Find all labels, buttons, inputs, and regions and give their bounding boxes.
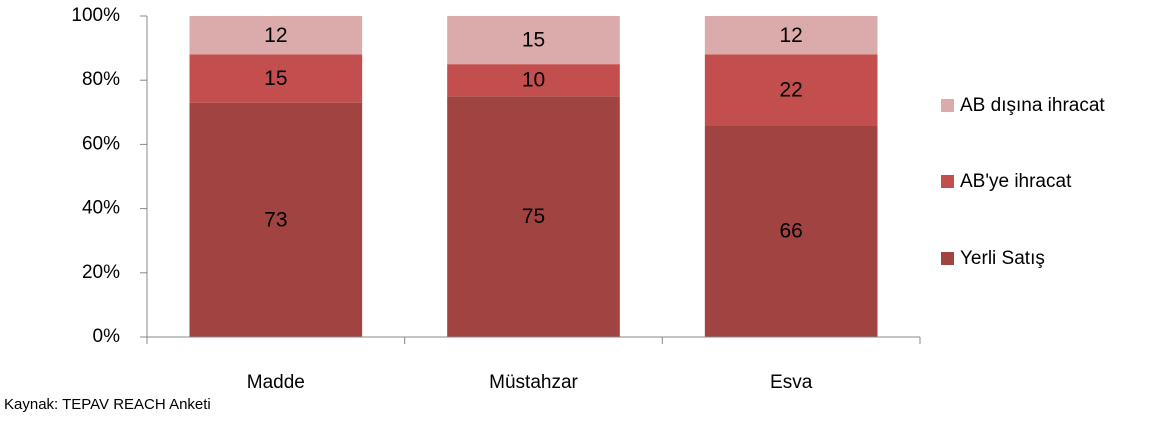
data-label: 75 [522,205,545,228]
data-label: 12 [264,24,287,47]
data-label: 15 [264,67,287,90]
bar-segment [447,96,620,337]
y-tick-label: 80% [82,69,120,90]
x-tick-label: Madde [247,372,305,393]
legend-swatch [941,175,954,188]
y-tick-label: 100% [71,5,120,26]
source-note: Kaynak: TEPAV REACH Anketi [4,396,211,413]
bar-segment [704,16,878,55]
data-label: 10 [522,69,545,92]
legend-label: AB dışına ihracat [960,95,1105,116]
y-tick-label: 40% [82,198,120,219]
legend-label: Yerli Satış [960,248,1045,269]
data-label: 73 [264,208,287,231]
bar-segment [189,102,363,337]
x-tick-label: Müstahzar [489,372,578,393]
y-tick-label: 20% [82,262,120,283]
bar-segment [704,54,878,126]
bar-segment [447,16,620,65]
bar-segment [189,54,363,103]
data-label: 12 [779,24,802,47]
y-tick-label: 0% [93,326,121,347]
bar-segment [447,64,620,97]
data-label: 22 [779,78,802,101]
data-label: 66 [779,220,802,243]
legend-swatch [941,99,954,112]
legend-label: AB'ye ihracat [960,171,1072,192]
x-tick-label: Esva [770,372,813,393]
y-tick-label: 60% [82,133,120,154]
legend-swatch [941,252,954,265]
data-label: 15 [522,29,545,52]
bar-segment [704,125,878,337]
bar-segment [189,16,363,55]
